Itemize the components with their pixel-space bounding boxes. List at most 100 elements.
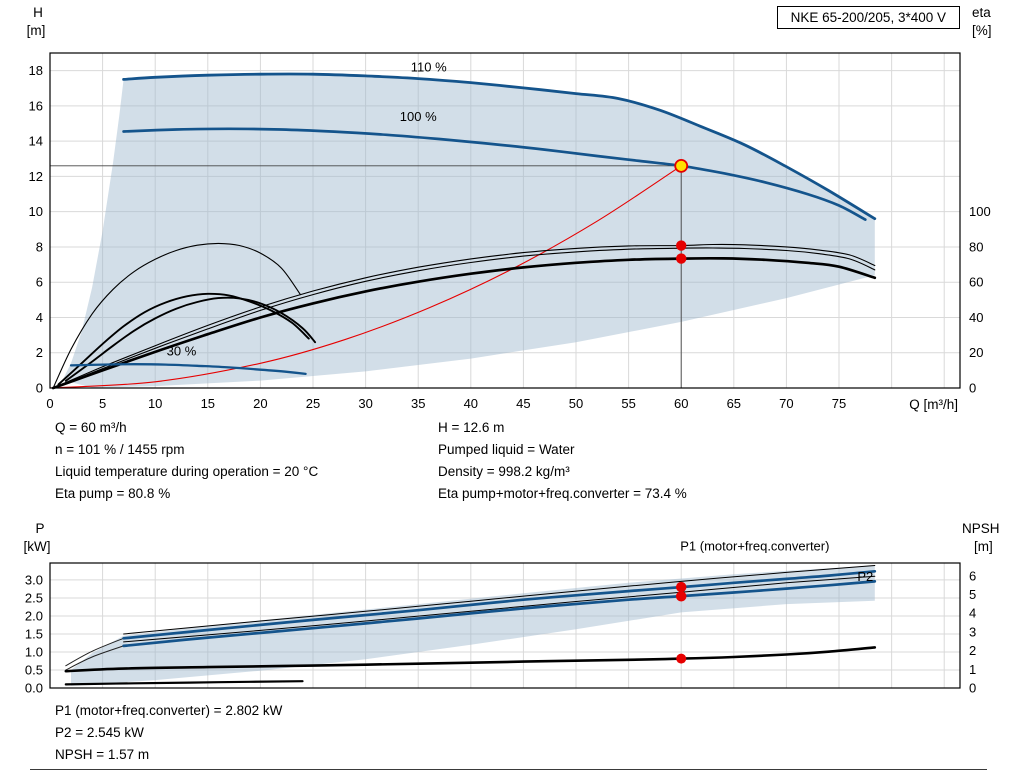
- npsh-curve: [64, 646, 877, 673]
- svg-text:0: 0: [969, 681, 976, 696]
- eta-pump-curve: [52, 243, 876, 389]
- svg-text:60: 60: [674, 396, 688, 411]
- svg-text:2.5: 2.5: [25, 590, 43, 605]
- eta-pump-point: [676, 240, 687, 251]
- svg-text:40: 40: [969, 310, 983, 325]
- p-axis-label: P: [35, 521, 44, 536]
- eta-axis-unit: [%]: [972, 23, 992, 38]
- svg-text:0: 0: [969, 381, 976, 396]
- power-plot: 0.0 0.5 1.0 1.5 2.0 2.5 3.0 0 1 2 3 4 5 6 P1 (motor+fr…: [25, 538, 976, 695]
- svg-text:0: 0: [36, 381, 43, 396]
- pump-model-box: NKE 65-200/205, 3*400 V: [776, 6, 960, 29]
- svg-text:2.0: 2.0: [25, 608, 43, 623]
- npsh-axis-unit: [m]: [974, 539, 993, 554]
- svg-text:20: 20: [253, 396, 267, 411]
- eta-total-curve: [51, 256, 877, 390]
- qh-curve-30: [69, 363, 307, 376]
- duty-info-block: Q = 60 m³/h n = 101 % / 1455 rpm Liquid …: [55, 417, 821, 505]
- svg-text:12: 12: [29, 169, 43, 184]
- power-curve-label: P2: [857, 569, 873, 584]
- qh-curve-label: 100 %: [400, 109, 437, 124]
- eta-total-point: [676, 253, 687, 264]
- h-axis-unit: [m]: [27, 23, 46, 38]
- svg-text:35: 35: [411, 396, 425, 411]
- left-converge-line-a: [65, 637, 125, 667]
- svg-text:20: 20: [969, 345, 983, 360]
- left-converge-line-b: [65, 645, 125, 671]
- svg-text:30: 30: [358, 396, 372, 411]
- svg-text:15: 15: [201, 396, 215, 411]
- info-pumped-liquid: Pumped liquid = Water: [438, 442, 575, 457]
- svg-text:6: 6: [969, 568, 976, 583]
- svg-text:4: 4: [969, 606, 976, 621]
- info-speed: n = 101 % / 1455 rpm: [55, 442, 185, 457]
- svg-text:50: 50: [569, 396, 583, 411]
- p1-110-thin-line: [123, 565, 876, 635]
- qh-curve-110: [122, 72, 877, 221]
- svg-text:5: 5: [99, 396, 106, 411]
- p2-point: [676, 591, 687, 602]
- svg-text:2: 2: [36, 345, 43, 360]
- svg-text:1.5: 1.5: [25, 626, 43, 641]
- q-axis-label: Q [m³/h]: [909, 397, 958, 412]
- footer-divider: [30, 769, 987, 770]
- power-plot-border: [49, 562, 961, 689]
- svg-text:0.5: 0.5: [25, 662, 43, 677]
- qh-curve-label: 30 %: [167, 343, 197, 358]
- power-curve-label: P1 (motor+freq.converter): [680, 538, 829, 553]
- qh-curve-label: 110 %: [411, 60, 447, 75]
- svg-text:75: 75: [832, 396, 846, 411]
- p1-point: [676, 581, 687, 593]
- svg-text:5: 5: [969, 587, 976, 602]
- info-npsh: NPSH = 1.57 m: [55, 747, 150, 762]
- duty-point: [674, 158, 689, 173]
- p2-110-thin-line: [123, 575, 876, 643]
- qh-plot: 0 5 10 15 20 25 30 35 40 45 50 55 60 65 70 75 0 2 4 6 8 10 12 1…: [29, 52, 991, 411]
- info-p2: P2 = 2.545 kW: [55, 725, 144, 740]
- info-eta-pump: Eta pump = 80.8 %: [55, 486, 171, 501]
- info-density: Density = 998.2 kg/m³: [438, 464, 570, 479]
- svg-text:80: 80: [969, 239, 983, 254]
- npsh-point: [676, 653, 687, 664]
- svg-text:40: 40: [464, 396, 478, 411]
- power-tick-labels: 0.0 0.5 1.0 1.5 2.0 2.5 3.0 0 1 2 3 4 5 6: [25, 568, 976, 695]
- eta-30-total-curve-a: [57, 292, 310, 386]
- svg-text:0: 0: [46, 396, 53, 411]
- power-npsh-chart: P [kW] NPSH [m] 0.0 0.5 1.0 1.5 2.0 2.5 3.0 0 1 2…: [24, 521, 1000, 696]
- svg-text:16: 16: [29, 98, 43, 113]
- p1-curve: [122, 569, 877, 640]
- svg-text:3: 3: [969, 624, 976, 639]
- svg-text:65: 65: [727, 396, 741, 411]
- qh-plot-border: [49, 52, 961, 389]
- power-info-block: P1 (motor+freq.converter) = 2.802 kW P2 …: [55, 700, 282, 766]
- system-curve: [49, 165, 682, 389]
- info-head: H = 12.6 m: [438, 420, 505, 435]
- svg-text:0.0: 0.0: [25, 681, 43, 696]
- svg-text:1.0: 1.0: [25, 644, 43, 659]
- qh-curve-100: [122, 127, 867, 221]
- info-p1: P1 (motor+freq.converter) = 2.802 kW: [55, 703, 283, 718]
- info-eta-total: Eta pump+motor+freq.converter = 73.4 %: [438, 486, 687, 501]
- p2-curve: [122, 580, 877, 648]
- svg-text:8: 8: [36, 239, 43, 254]
- svg-text:60: 60: [969, 275, 983, 290]
- svg-text:14: 14: [29, 134, 43, 149]
- svg-text:2: 2: [969, 643, 976, 658]
- info-flow: Q = 60 m³/h: [55, 420, 127, 435]
- svg-text:45: 45: [516, 396, 530, 411]
- npsh-axis-label: NPSH: [962, 521, 1000, 536]
- svg-text:6: 6: [36, 275, 43, 290]
- svg-text:3.0: 3.0: [25, 572, 43, 587]
- qh-grid: [50, 53, 960, 388]
- svg-text:25: 25: [306, 396, 320, 411]
- qh-tick-labels: 0 5 10 15 20 25 30 35 40 45 50 55 60 65 70 75 0 2 4 6 8 10 12 1…: [29, 63, 991, 411]
- eta-mid-curve: [52, 247, 876, 389]
- p-axis-unit: [kW]: [24, 539, 51, 554]
- eta-30-pump-curve: [52, 242, 301, 389]
- svg-text:4: 4: [36, 310, 43, 325]
- svg-text:10: 10: [29, 204, 43, 219]
- eta-axis-label: eta: [972, 5, 991, 20]
- svg-text:1: 1: [969, 662, 976, 677]
- svg-text:10: 10: [148, 396, 162, 411]
